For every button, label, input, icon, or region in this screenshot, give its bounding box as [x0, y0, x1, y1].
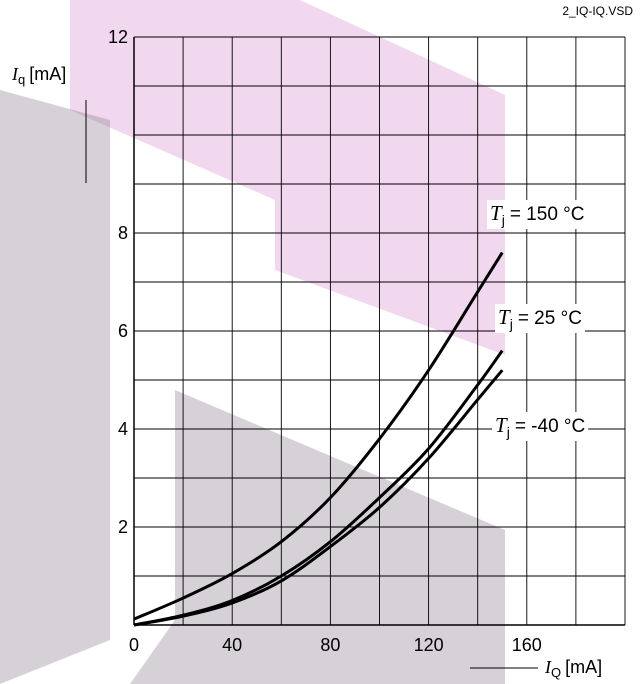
x-tick-labels: 0 40 80 120 160: [129, 635, 542, 655]
y-tick-label: 2: [118, 517, 128, 537]
y-axis-symbol: I: [11, 64, 19, 84]
document-id: 2_IQ-IQ.VSD: [562, 4, 633, 18]
watermark-gray-left: [0, 90, 110, 684]
series-label-value: = 150 °C: [510, 204, 585, 225]
series-label-text: Tj = 150 °C: [490, 201, 585, 228]
series-label-value: = -40 °C: [515, 416, 585, 437]
y-tick-labels: 2 4 6 8 12: [108, 27, 128, 537]
series-label-background: [495, 304, 585, 333]
series-label-background: [487, 200, 588, 229]
series-labels: Tj = 150 °C Tj = 25 °C Tj = -40 °C: [487, 200, 589, 441]
svg-text:IQ[mA]: IQ [mA]: [544, 657, 602, 680]
y-axis-label: Iq [mA]: [11, 64, 87, 183]
series-label-3: Tj = -40 °C: [492, 412, 589, 441]
series-label-subscript: j: [509, 316, 513, 332]
x-tick-label: 120: [414, 635, 444, 655]
x-tick-label: 40: [222, 635, 242, 655]
series-line-1: [133, 251, 504, 621]
x-axis-subscript: Q: [551, 665, 561, 680]
watermark-pink-band: [70, 0, 505, 355]
series-label-subscript: j: [501, 212, 505, 228]
y-tick-label: 4: [118, 419, 128, 439]
x-axis-unit: [mA]: [565, 657, 602, 677]
y-axis-subscript: q: [18, 72, 25, 87]
x-tick-label: 80: [320, 635, 340, 655]
y-tick-label: 6: [118, 321, 128, 341]
watermark-gray-lower: [130, 390, 505, 684]
watermark: [0, 0, 505, 684]
svg-text:Iq[mA]: Iq [mA]: [11, 64, 66, 87]
series-label-symbol: T: [490, 201, 503, 225]
y-tick-label: 12: [108, 27, 128, 47]
x-tick-label: 0: [129, 635, 139, 655]
x-axis-label: IQ [mA]: [470, 657, 602, 680]
series-label-value: = 25 °C: [518, 308, 582, 329]
series-label-1: Tj = 150 °C: [487, 200, 588, 229]
x-tick-label: 160: [512, 635, 542, 655]
x-axis-symbol: I: [544, 657, 552, 677]
series-label-text: Tj = 25 °C: [498, 305, 582, 332]
series-label-symbol: T: [498, 305, 511, 329]
y-axis-unit: [mA]: [29, 64, 66, 84]
series-lines: [133, 251, 504, 627]
series-label-background: [492, 412, 589, 441]
series-label-subscript: j: [506, 424, 510, 440]
series-label-text: Tj = -40 °C: [495, 413, 585, 440]
y-tick-label: 8: [118, 223, 128, 243]
series-label-2: Tj = 25 °C: [495, 304, 585, 333]
series-line-3: [133, 369, 504, 627]
series-label-symbol: T: [495, 413, 508, 437]
